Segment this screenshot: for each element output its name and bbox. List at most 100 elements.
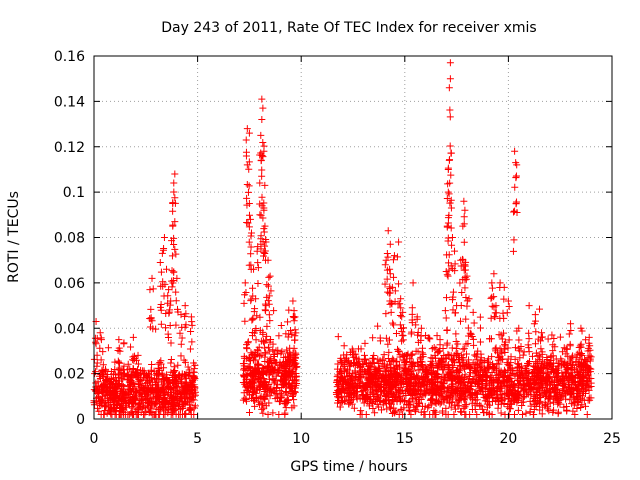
data-point: [249, 394, 257, 402]
data-point: [447, 262, 455, 270]
data-point: [460, 197, 468, 205]
data-point: [442, 314, 450, 322]
data-point: [340, 384, 348, 392]
data-point: [261, 247, 269, 255]
data-point: [535, 381, 543, 389]
data-point: [525, 302, 533, 310]
data-point: [266, 347, 274, 355]
data-point: [136, 391, 144, 399]
data-point: [536, 372, 544, 380]
data-point: [441, 361, 449, 369]
data-point: [354, 362, 362, 370]
data-point: [564, 365, 572, 373]
data-point: [272, 384, 280, 392]
data-point: [582, 357, 590, 365]
data-point: [417, 336, 425, 344]
data-point: [438, 378, 446, 386]
data-point: [240, 389, 248, 397]
data-point: [424, 375, 432, 383]
data-point: [241, 279, 249, 287]
data-point: [513, 208, 521, 216]
data-point: [460, 238, 468, 246]
data-point: [112, 391, 120, 399]
data-point: [176, 329, 184, 337]
data-point: [522, 409, 530, 417]
data-point: [262, 238, 270, 246]
data-point: [161, 324, 169, 332]
data-point: [340, 342, 348, 350]
data-point: [474, 379, 482, 387]
data-point: [376, 334, 384, 342]
data-point: [100, 410, 108, 418]
data-point: [541, 399, 549, 407]
data-point: [457, 380, 465, 388]
data-point: [462, 294, 470, 302]
data-point: [257, 156, 265, 164]
data-point: [532, 328, 540, 336]
data-point: [443, 194, 451, 202]
data-point: [177, 393, 185, 401]
data-point: [93, 351, 101, 359]
data-point: [361, 339, 369, 347]
data-point: [161, 399, 169, 407]
data-point: [413, 315, 421, 323]
data-point: [544, 374, 552, 382]
data-point: [482, 381, 490, 389]
data-point: [164, 292, 172, 300]
data-point: [398, 328, 406, 336]
data-point: [395, 347, 403, 355]
data-point: [385, 336, 393, 344]
data-point: [400, 324, 408, 332]
data-point: [358, 388, 366, 396]
data-point: [531, 379, 539, 387]
data-point: [488, 279, 496, 287]
data-point: [396, 353, 404, 361]
data-point: [244, 188, 252, 196]
data-point: [254, 264, 262, 272]
data-point: [277, 390, 285, 398]
data-point: [463, 302, 471, 310]
data-point: [260, 228, 268, 236]
data-point: [447, 403, 455, 411]
data-point: [438, 355, 446, 363]
data-point: [448, 355, 456, 363]
data-point: [445, 251, 453, 259]
data-point: [442, 354, 450, 362]
data-point: [247, 297, 255, 305]
data-point: [426, 410, 434, 418]
data-point: [178, 379, 186, 387]
data-point: [520, 393, 528, 401]
data-point: [449, 363, 457, 371]
data-point: [155, 389, 163, 397]
data-point: [267, 287, 275, 295]
data-point: [257, 337, 265, 345]
data-point: [141, 410, 149, 418]
data-point: [528, 374, 536, 382]
data-point: [511, 344, 519, 352]
data-point: [291, 332, 299, 340]
data-point: [287, 355, 295, 363]
data-point: [504, 400, 512, 408]
data-point: [259, 328, 267, 336]
data-point: [361, 355, 369, 363]
data-point: [271, 358, 279, 366]
data-point: [584, 396, 592, 404]
data-point: [508, 366, 516, 374]
data-point: [274, 346, 282, 354]
data-point: [361, 395, 369, 403]
data-point: [164, 409, 172, 417]
data-point: [410, 403, 418, 411]
data-point: [515, 360, 523, 368]
data-point: [175, 401, 183, 409]
data-point: [503, 309, 511, 317]
data-point: [514, 406, 522, 414]
data-point: [375, 394, 383, 402]
data-point: [535, 356, 543, 364]
data-point: [434, 382, 442, 390]
data-point: [130, 352, 138, 360]
data-point: [281, 363, 289, 371]
data-point: [257, 131, 265, 139]
data-point: [170, 268, 178, 276]
data-point: [385, 387, 393, 395]
data-point: [264, 297, 272, 305]
